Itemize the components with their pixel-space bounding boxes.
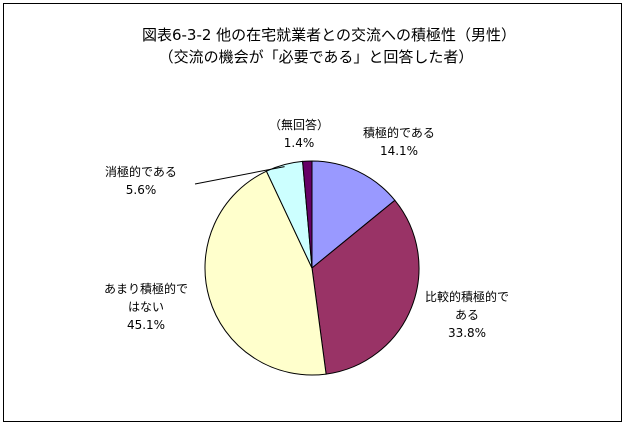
slice-label-2: 比較的積極的である 33.8% <box>425 289 509 340</box>
leader-lines <box>194 166 285 185</box>
pie-slice-3 <box>204 170 327 376</box>
pie-slice-1 <box>311 160 396 270</box>
pie-slices <box>204 160 420 376</box>
slice-label-5: （無回答） 1.4% <box>269 117 329 150</box>
pie-slice-5 <box>302 160 313 269</box>
slice-label-3: あまり積極的ではない 45.1% <box>104 281 188 332</box>
pie-slice-2 <box>311 199 420 375</box>
slice-labels: 積極的である 14.1% 比較的積極的である 33.8% あまり積極的ではない 45.1%… <box>104 117 509 340</box>
leader-line-shoukyoku <box>194 166 285 185</box>
chart-title: 図表6-3-2 他の在宅就業者との交流への積極性（男性） <box>142 26 516 44</box>
slice-label-1: 積極的である 14.1% <box>363 125 435 158</box>
slice-label-4: 消極的である 5.6% <box>105 164 177 197</box>
chart-subtitle: （交流の機会が「必要である」と回答した者） <box>159 48 474 66</box>
